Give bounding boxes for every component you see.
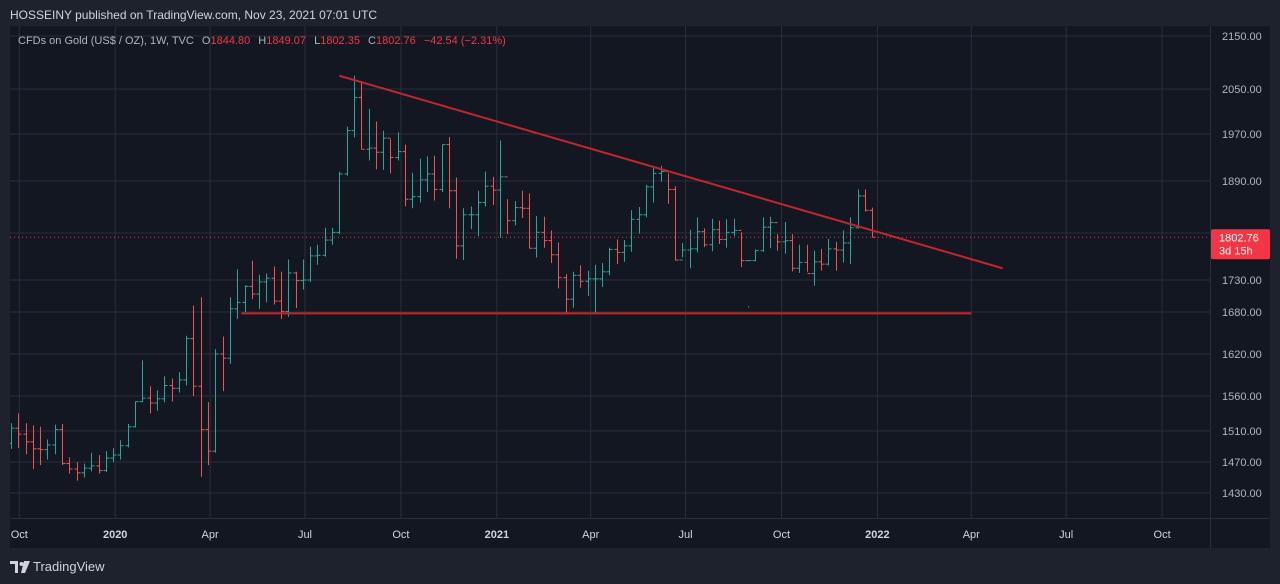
trendline-resistance (339, 74, 1003, 270)
price-tick-label: 1510.00 (1222, 426, 1262, 438)
time-tick-label: 2022 (865, 529, 889, 541)
price-tag-countdown: 3d 15h (1219, 245, 1253, 257)
legend-close-label: C (368, 35, 376, 47)
brand-name: TradingView (33, 559, 105, 574)
time-tick-label: Jul (1059, 529, 1073, 541)
time-tick-label: Jul (679, 529, 693, 541)
legend-open-label: O (201, 35, 211, 47)
price-tick-label: 1680.00 (1222, 307, 1262, 319)
time-tick-label: Apr (202, 529, 219, 541)
price-tick-label: 1730.00 (1222, 275, 1262, 287)
price-tick-label: 1970.00 (1222, 129, 1262, 141)
time-tick-label: 2020 (103, 529, 127, 541)
price-tick-label: 1470.00 (1222, 457, 1262, 469)
header-bar: HOSSEINY published on TradingView.com, N… (0, 0, 1280, 30)
legend-symbol: CFDs on Gold (US$ / OZ), 1W, TVC (18, 35, 194, 47)
time-tick-label: Apr (963, 529, 980, 541)
time-tick-label: Jul (298, 529, 312, 541)
time-tick-label: Oct (1154, 529, 1171, 541)
time-tick-label: 2021 (485, 529, 509, 541)
legend-high-value: 1849.07 (266, 35, 307, 47)
footer-bar: TradingView (0, 548, 1280, 584)
time-tick-label: Oct (11, 529, 28, 541)
symbol-legend: CFDs on Gold (US$ / OZ), 1W, TVC O1844.8… (18, 35, 506, 47)
price-tag-value: 1802.76 (1219, 232, 1259, 244)
chart-canvas[interactable]: 2150.002050.001970.001890.001810.001730.… (10, 26, 1270, 548)
price-tick-label: 1890.00 (1222, 176, 1262, 188)
chart-frame[interactable]: 2150.002050.001970.001890.001810.001730.… (10, 26, 1270, 548)
legend-open-value: 1844.80 (210, 35, 251, 47)
time-tick-label: Apr (582, 529, 599, 541)
legend-low-label: L (314, 35, 321, 47)
publisher-line: HOSSEINY published on TradingView.com, N… (10, 8, 378, 22)
legend-close-value: 1802.76 (375, 35, 416, 47)
legend-high-label: H (258, 35, 267, 47)
price-tick-label: 1430.00 (1222, 488, 1262, 500)
legend-low-value: 1802.35 (320, 35, 360, 47)
price-tick-label: 1620.00 (1222, 349, 1262, 361)
price-tag-box (1211, 229, 1270, 260)
price-tick-label: 2050.00 (1222, 84, 1262, 96)
price-tick-label: 2150.00 (1222, 31, 1262, 43)
time-tick-label: Oct (773, 529, 790, 541)
tradingview-logo-icon (10, 561, 30, 573)
time-tick-label: Oct (392, 529, 409, 541)
price-tick-label: 1560.00 (1222, 391, 1262, 403)
legend-change: −42.54 (−2.31%) (423, 35, 506, 47)
